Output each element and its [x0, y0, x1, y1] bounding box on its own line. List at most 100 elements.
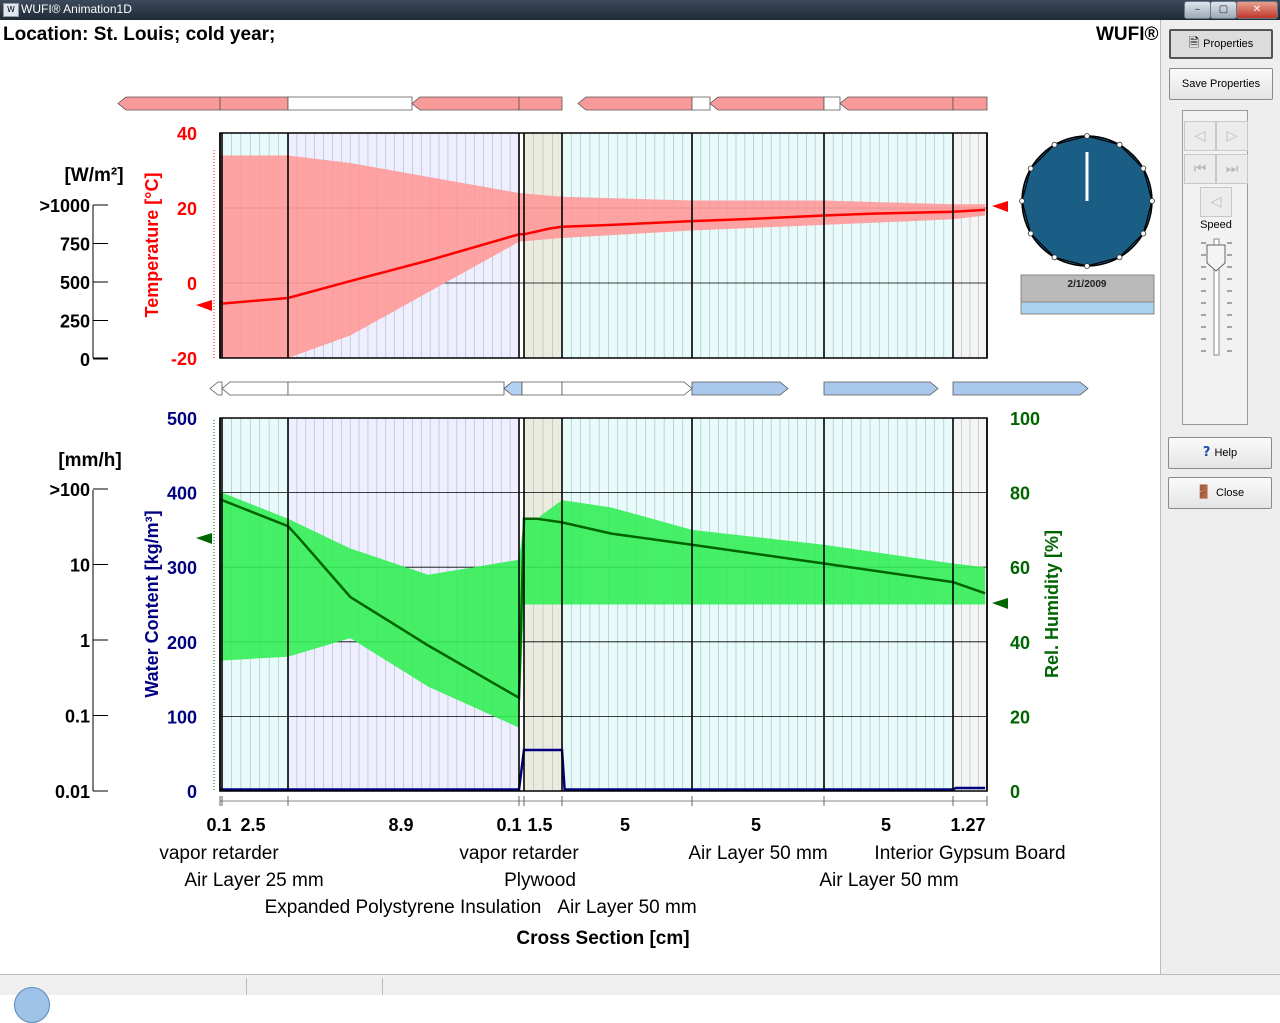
moisture-plot-frame — [219, 417, 988, 792]
heat-flux-arrow — [839, 96, 954, 111]
rain-unit-label: [mm/h] — [58, 450, 121, 471]
clock-hour-dot — [1051, 254, 1058, 261]
layer-thickness-label: 1.5 — [527, 815, 552, 835]
rain-tick-label: 0.1 — [65, 707, 90, 727]
layer-thickness-label: 0.1 — [206, 815, 231, 835]
heat-flux-arrow — [518, 96, 563, 111]
layer-thickness-label: 5 — [620, 815, 630, 835]
heat-flux-tick-label: >1000 — [39, 196, 90, 216]
heat-flux-arrow — [691, 96, 711, 111]
save-properties-button[interactable]: Save Properties — [1169, 68, 1273, 100]
window-title: WUFI® Animation1D — [21, 2, 132, 16]
brand-label: WUFI® — [1096, 24, 1159, 45]
save-properties-label: Save Properties — [1181, 78, 1261, 90]
exterior-temp-marker — [196, 300, 212, 311]
layer-name-label: Air Layer 50 mm — [688, 843, 827, 864]
properties-icon: 🗎 — [1188, 36, 1200, 51]
close-button-label: Close — [1216, 487, 1245, 499]
humidity-band — [220, 492, 986, 728]
help-button-label: Help — [1214, 447, 1238, 459]
location-heading: Location: St. Louis; cold year; — [3, 24, 276, 45]
rh-tick-label: 20 — [1010, 707, 1030, 727]
properties-button[interactable]: 🗎 Properties — [1169, 29, 1273, 59]
status-globe-icon — [14, 987, 50, 1023]
layer-name-label: vapor retarder — [459, 843, 579, 864]
exterior-rh-marker — [196, 533, 212, 544]
clock-hour-dot — [1116, 141, 1123, 148]
minimize-button[interactable]: – — [1184, 1, 1211, 19]
rain-tick-label: >100 — [49, 480, 90, 500]
heat-flux-tick-label: 0 — [80, 350, 90, 370]
heat-flux-tick-label: 750 — [60, 235, 90, 255]
rh-tick-label: 40 — [1010, 633, 1030, 653]
heat-flux-tick-label: 250 — [60, 312, 90, 332]
properties-button-label: Properties — [1203, 38, 1254, 50]
play-forward-icon[interactable]: ▷ — [1216, 121, 1248, 151]
cross-section-title: Cross Section [cm] — [516, 928, 689, 949]
rain-tick-label: 1 — [80, 631, 90, 651]
layer-name-label: Expanded Polystyrene Insulation — [265, 897, 542, 918]
water-content-axis-title: Water Content [kg/m³] — [142, 510, 162, 697]
close-window-button[interactable]: ✕ — [1236, 1, 1278, 19]
moisture-flux-arrow — [287, 381, 505, 396]
maximize-button[interactable]: ▢ — [1210, 1, 1237, 19]
water-content-tick-label: 200 — [167, 633, 197, 653]
heat-flux-arrow — [577, 96, 693, 111]
temp-plot-frame — [219, 132, 988, 359]
status-bar — [0, 974, 1280, 1023]
stop-icon[interactable]: ◁ — [1200, 187, 1232, 217]
temp-plot-layer-bg — [519, 133, 524, 358]
heat-flux-arrow — [287, 96, 413, 111]
clock-hour-dot — [1084, 263, 1090, 269]
close-button[interactable]: 🚪 Close — [1168, 477, 1272, 509]
title-bar: W WUFI® Animation1D – ▢ ✕ — [0, 0, 1280, 20]
clock-hour-dot — [1140, 165, 1147, 172]
water-content-tick-label: 300 — [167, 558, 197, 578]
water-content-tick-label: 0 — [187, 782, 197, 802]
heat-flux-arrow — [709, 96, 825, 111]
play-backward-icon[interactable]: ◁ — [1184, 121, 1216, 151]
clock-hour-dot — [1027, 165, 1034, 172]
clock-hour-dot — [1019, 198, 1025, 204]
clock-hour-dot — [1116, 254, 1123, 261]
status-segment — [246, 978, 247, 995]
layer-name-label: Air Layer 50 mm — [557, 897, 696, 918]
moisture-flux-arrow — [521, 381, 563, 396]
moisture-flux-arrow — [209, 381, 223, 396]
layer-thickness-label: 5 — [751, 815, 761, 835]
temp-tick-label: -20 — [171, 349, 197, 369]
layer-thickness-label: 5 — [881, 815, 891, 835]
step-forward-icon[interactable]: ⏭ — [1216, 154, 1248, 184]
heat-flux-arrow — [952, 96, 988, 111]
layer-thickness-label: 2.5 — [240, 815, 265, 835]
temperature-band — [220, 155, 986, 358]
status-segment — [382, 978, 383, 995]
clock-hour-dot — [1051, 141, 1058, 148]
layer-name-label: Plywood — [504, 870, 576, 891]
step-back-icon[interactable]: ⏮ — [1184, 154, 1216, 184]
interior-rh-marker — [992, 598, 1008, 609]
clock-hour-dot — [1084, 133, 1090, 139]
clock-hour-dot — [1149, 198, 1155, 204]
clock-hour-dot — [1140, 230, 1147, 237]
rh-tick-label: 100 — [1010, 409, 1040, 429]
moisture-flux-arrow — [691, 381, 789, 396]
moisture-flux-arrow — [952, 381, 1089, 396]
help-button[interactable]: ? Help — [1168, 437, 1272, 469]
rh-tick-label: 60 — [1010, 558, 1030, 578]
layer-name-label: Air Layer 25 mm — [184, 870, 323, 891]
speed-slider[interactable] — [1197, 235, 1237, 359]
moisture-flux-arrow — [221, 381, 289, 396]
temp-tick-label: 20 — [177, 199, 197, 219]
temperature-line — [219, 208, 986, 305]
clock-hour-dot — [1027, 230, 1034, 237]
temp-plot-layer-bg — [692, 133, 824, 358]
moisture-flux-arrow — [823, 381, 939, 396]
water-content-tick-label: 400 — [167, 484, 197, 504]
speed-slider-thumb[interactable] — [1206, 244, 1226, 272]
water-content-line — [220, 748, 986, 791]
rh-tick-label: 0 — [1010, 782, 1020, 802]
temp-tick-label: 40 — [177, 124, 197, 144]
rain-tick-label: 0.01 — [55, 782, 90, 802]
